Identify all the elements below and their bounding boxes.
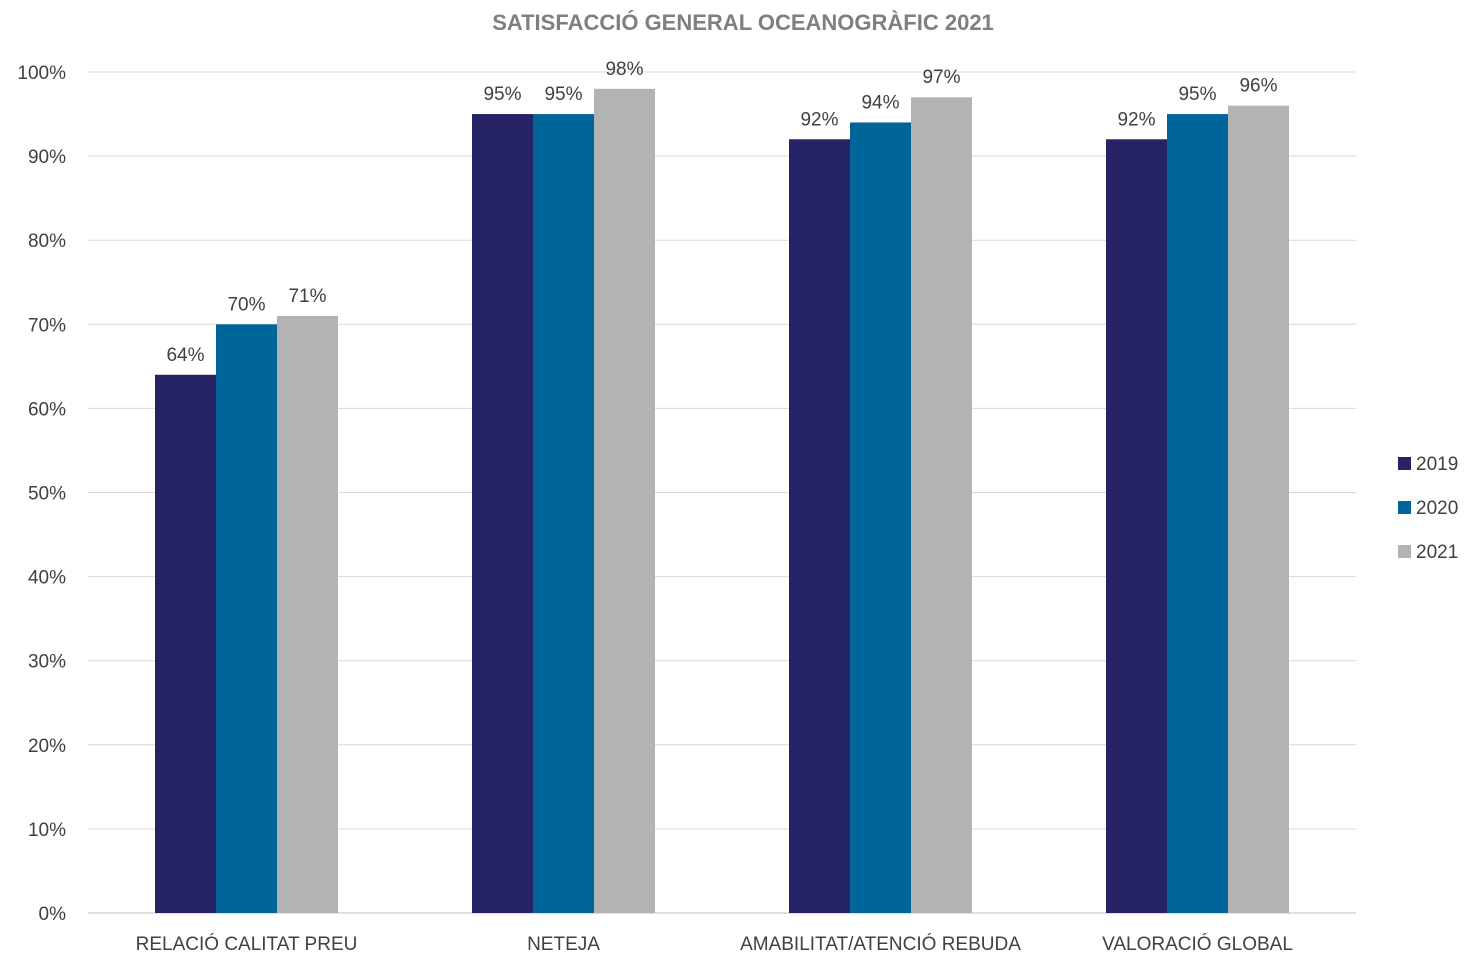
x-axis-categories: RELACIÓ CALITAT PREU NETEJA AMABILITAT/ATE… (136, 933, 1293, 955)
y-tick-label: 30% (28, 652, 66, 673)
data-label-2021-2: 97% (922, 67, 960, 88)
category-label: VALORACIÓ GLOBAL (1102, 933, 1293, 955)
legend-label-2020: 2020 (1416, 498, 1458, 519)
data-label-2019-3: 92% (1117, 109, 1155, 130)
y-tick-label: 0% (39, 904, 67, 925)
category-label: RELACIÓ CALITAT PREU (136, 933, 358, 955)
data-label-2019-2: 92% (800, 109, 838, 130)
category-label: NETEJA (527, 934, 600, 955)
legend-swatch-2021 (1398, 545, 1411, 558)
y-tick-label: 10% (28, 820, 66, 841)
y-tick-label: 70% (28, 315, 66, 336)
bar-2019-2 (789, 139, 850, 913)
category-label: AMABILITAT/ATENCIÓ REBUDA (740, 933, 1021, 955)
legend-label-2021: 2021 (1416, 542, 1458, 563)
y-tick-label: 50% (28, 484, 66, 505)
bar-2021-2 (911, 97, 972, 914)
y-tick-label: 90% (28, 147, 66, 168)
data-label-2021-3: 96% (1239, 76, 1277, 97)
data-label-2019-0: 64% (166, 345, 204, 366)
bar-2021-3 (1228, 105, 1289, 913)
bar-2020-3 (1167, 114, 1228, 914)
data-labels: 64% 70% 71% 95% 95% 98% 92% 94% 97% 92% 95% 96% (166, 59, 1277, 366)
bar-2021-1 (594, 88, 655, 913)
y-tick-label: 20% (28, 736, 66, 757)
data-label-2021-0: 71% (288, 286, 326, 307)
data-label-2019-1: 95% (483, 84, 521, 105)
legend: 2019 2020 2021 (1398, 454, 1458, 563)
bar-2020-1 (533, 114, 594, 914)
y-tick-label: 80% (28, 231, 66, 252)
data-label-2020-3: 95% (1178, 84, 1216, 105)
y-tick-label: 40% (28, 568, 66, 589)
y-tick-label: 100% (17, 63, 66, 84)
y-axis-ticks: 0% 10% 20% 30% 40% 50% 60% 70% 80% 90% 100% (17, 63, 66, 925)
bar-2019-0 (155, 374, 216, 913)
bar-2019-1 (472, 114, 533, 914)
data-label-2020-2: 94% (861, 92, 899, 113)
bars (155, 88, 1289, 914)
bar-2020-2 (850, 122, 911, 913)
legend-swatch-2019 (1398, 457, 1411, 470)
data-label-2021-1: 98% (605, 59, 643, 80)
y-tick-label: 60% (28, 399, 66, 420)
data-label-2020-1: 95% (544, 84, 582, 105)
bar-2019-3 (1106, 139, 1167, 913)
legend-label-2019: 2019 (1416, 454, 1458, 475)
chart-title: SATISFACCIÓ GENERAL OCEANOGRÀFIC 2021 (492, 10, 994, 35)
legend-swatch-2020 (1398, 501, 1411, 514)
bar-2020-0 (216, 324, 277, 913)
bar-2021-0 (277, 315, 338, 913)
data-label-2020-0: 70% (227, 294, 265, 315)
